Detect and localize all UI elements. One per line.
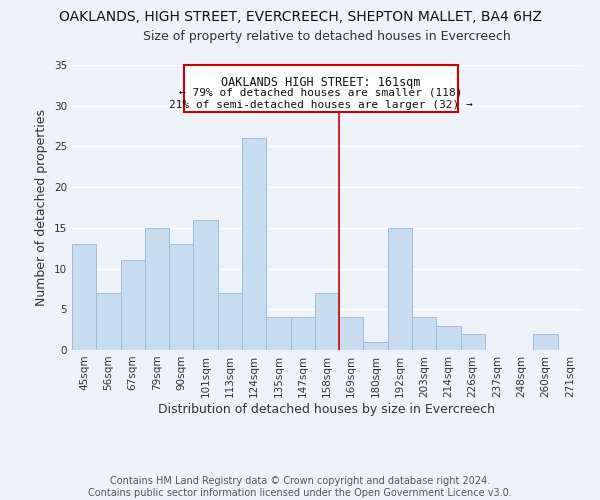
Text: Contains HM Land Registry data © Crown copyright and database right 2024.
Contai: Contains HM Land Registry data © Crown c… [88, 476, 512, 498]
Text: OAKLANDS, HIGH STREET, EVERCREECH, SHEPTON MALLET, BA4 6HZ: OAKLANDS, HIGH STREET, EVERCREECH, SHEPT… [59, 10, 541, 24]
Bar [533, 334, 558, 350]
Bar [461, 334, 485, 350]
Bar [412, 318, 436, 350]
Bar [266, 318, 290, 350]
Bar [339, 318, 364, 350]
Bar [72, 244, 96, 350]
Text: OAKLANDS HIGH STREET: 161sqm: OAKLANDS HIGH STREET: 161sqm [221, 76, 421, 88]
X-axis label: Distribution of detached houses by size in Evercreech: Distribution of detached houses by size … [158, 402, 496, 415]
Bar [290, 318, 315, 350]
Bar [388, 228, 412, 350]
Text: 21% of semi-detached houses are larger (32) →: 21% of semi-detached houses are larger (… [169, 100, 473, 110]
Bar [193, 220, 218, 350]
FancyBboxPatch shape [184, 65, 458, 112]
Text: ← 79% of detached houses are smaller (118): ← 79% of detached houses are smaller (11… [179, 88, 463, 98]
Bar [218, 293, 242, 350]
Bar [145, 228, 169, 350]
Bar [96, 293, 121, 350]
Y-axis label: Number of detached properties: Number of detached properties [35, 109, 49, 306]
Bar [436, 326, 461, 350]
Bar [121, 260, 145, 350]
Bar [315, 293, 339, 350]
Bar [364, 342, 388, 350]
Bar [169, 244, 193, 350]
Bar [242, 138, 266, 350]
Title: Size of property relative to detached houses in Evercreech: Size of property relative to detached ho… [143, 30, 511, 43]
